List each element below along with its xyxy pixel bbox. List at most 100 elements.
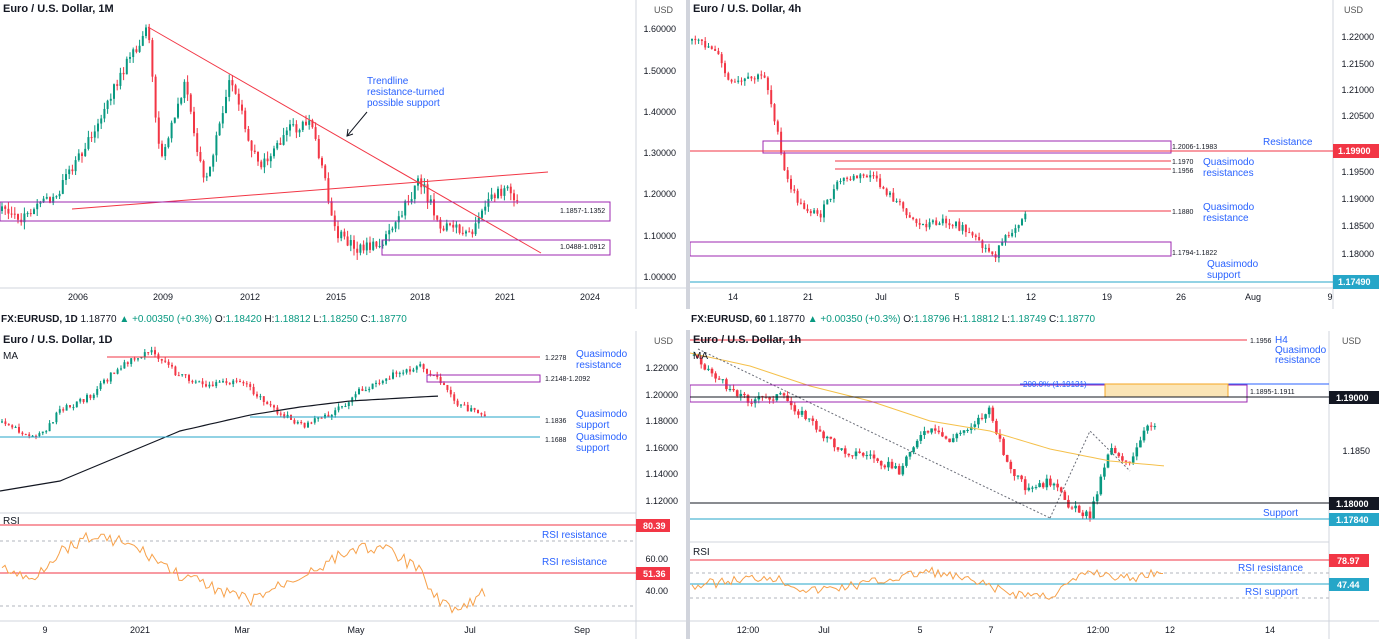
hourly-candle (843, 448, 847, 454)
daily-chart-panel[interactable]: 1.2278 1.2148-1.2092 1.1836 1.1688 Quasi… (0, 331, 686, 639)
daily-low-label: L: (313, 314, 322, 325)
dashed-pattern (1049, 430, 1131, 519)
hourly-candle (933, 428, 937, 431)
hourly-rsi-label: RSI (693, 547, 710, 558)
monthly-candle (154, 76, 157, 118)
qm-res2-annotation-1: Quasimodo (1203, 202, 1255, 213)
monthly-candle (493, 194, 496, 198)
h4-candle (971, 232, 974, 236)
monthly-candle (161, 143, 163, 157)
monthly-candle (429, 199, 432, 203)
monthly-candle (113, 84, 115, 99)
monthly-candle (17, 214, 19, 220)
hourly-close: 1.18770 (1058, 314, 1096, 325)
hourly-candle (1110, 448, 1113, 455)
monthly-y-tick: 1.20000 (643, 189, 676, 199)
daily-candle (150, 350, 153, 353)
hourly-high: 1.18812 (962, 314, 999, 325)
rsi-sup-annotation: RSI support (1245, 587, 1298, 598)
h4-candle (783, 152, 786, 171)
hourly-symbol: FX:EURUSD, 60 (691, 314, 767, 325)
monthly-candle (269, 156, 272, 162)
h4-candle (773, 104, 776, 122)
hourly-candle (1023, 479, 1027, 491)
monthly-candle (10, 213, 13, 215)
h4-candle (869, 175, 872, 178)
monthly-chart[interactable]: 1.1857-1.1352 1.0488-1.0912 Trendline re… (0, 0, 686, 309)
monthly-candle (321, 158, 323, 166)
h4-chart-panel[interactable]: 1.2006-1.1983 1.1794-1.1822 1.1970 1.195… (690, 0, 1379, 309)
daily-x-tick: Sep (574, 625, 590, 635)
h4-candle (803, 203, 806, 209)
hourly-candle (1013, 469, 1016, 477)
monthly-candle (55, 196, 58, 198)
daily-chart[interactable]: 1.2278 1.2148-1.2092 1.1836 1.1688 Quasi… (0, 331, 686, 639)
monthly-x-tick: 2012 (240, 292, 260, 302)
monthly-x-tick: 2009 (153, 292, 173, 302)
hourly-candle (750, 402, 753, 404)
hourly-candle (804, 410, 807, 420)
h4-candle (895, 201, 898, 203)
daily-candle (392, 372, 394, 379)
h4-candle (978, 237, 981, 241)
zone-1-1794-1-1822 (690, 241, 1172, 257)
monthly-candle (449, 223, 451, 225)
monthly-candle (397, 216, 400, 223)
monthly-y-tick: 1.30000 (643, 148, 676, 158)
monthly-candle (285, 130, 288, 136)
monthly-candle (305, 121, 307, 125)
monthly-candle (279, 143, 282, 145)
monthly-candle (497, 188, 499, 198)
hourly-candle (793, 405, 797, 412)
hourly-candle (887, 461, 890, 468)
h4-candle (750, 76, 753, 79)
h4-x-tick: 14 (728, 292, 738, 302)
hourly-candle (789, 401, 793, 406)
daily-candle (24, 434, 27, 436)
daily-candle (181, 374, 184, 376)
h4-candle (823, 204, 825, 218)
zone-1-1857-1-1352 (0, 201, 611, 222)
monthly-candle (439, 219, 442, 229)
daily-candle (483, 414, 486, 417)
hourly-candle (955, 433, 959, 439)
monthly-candle (458, 224, 461, 233)
hourly-candle (941, 432, 944, 437)
h4-candle (727, 73, 730, 80)
hourly-candle (872, 454, 876, 459)
daily-candle (351, 397, 354, 403)
h4-chart[interactable]: 1.2006-1.1983 1.1794-1.1822 1.1970 1.195… (690, 0, 1379, 309)
price-tag-bottom-bg (1333, 275, 1379, 289)
support-annotation: Support (1263, 508, 1298, 519)
daily-close-label: C: (360, 314, 371, 325)
monthly-candle (353, 239, 355, 249)
hourly-candle (948, 438, 951, 443)
h4-candle (951, 225, 954, 227)
rsi-line (1, 531, 486, 614)
h4-candle (826, 199, 829, 205)
level-label-1688: 1.1688 (545, 437, 567, 444)
daily-candle (52, 422, 54, 424)
hourly-candle (786, 395, 789, 402)
hourly-candle (822, 431, 825, 439)
h4-candle (958, 221, 961, 231)
hourly-candle (1070, 507, 1074, 509)
hourly-x-tick: 12 (1165, 625, 1175, 635)
hourly-chart[interactable]: 1.1956 1.1895-1.1911 200.0% (1.19131) H4… (690, 331, 1379, 639)
hourly-x-tick: 7 (988, 625, 993, 635)
monthly-candle (23, 213, 26, 223)
hourly-chart-panel[interactable]: 1.1956 1.1895-1.1911 200.0% (1.19131) H4… (690, 331, 1379, 639)
monthly-chart-panel[interactable]: 1.1857-1.1352 1.0488-1.0912 Trendline re… (0, 0, 686, 309)
horizontal-separator[interactable] (0, 309, 1379, 330)
hourly-candle (998, 433, 1002, 439)
hourly-candle (919, 435, 923, 441)
h4-x-tick: Jul (875, 292, 887, 302)
daily-candle (245, 383, 248, 385)
h4-candle (941, 218, 944, 224)
daily-candle (208, 384, 211, 387)
h4-candle (700, 39, 703, 42)
h4-candle (902, 202, 905, 209)
hourly-chart-title: Euro / U.S. Dollar, 1h (693, 334, 802, 346)
h4-candle (948, 223, 951, 226)
h4-candle (740, 80, 743, 82)
